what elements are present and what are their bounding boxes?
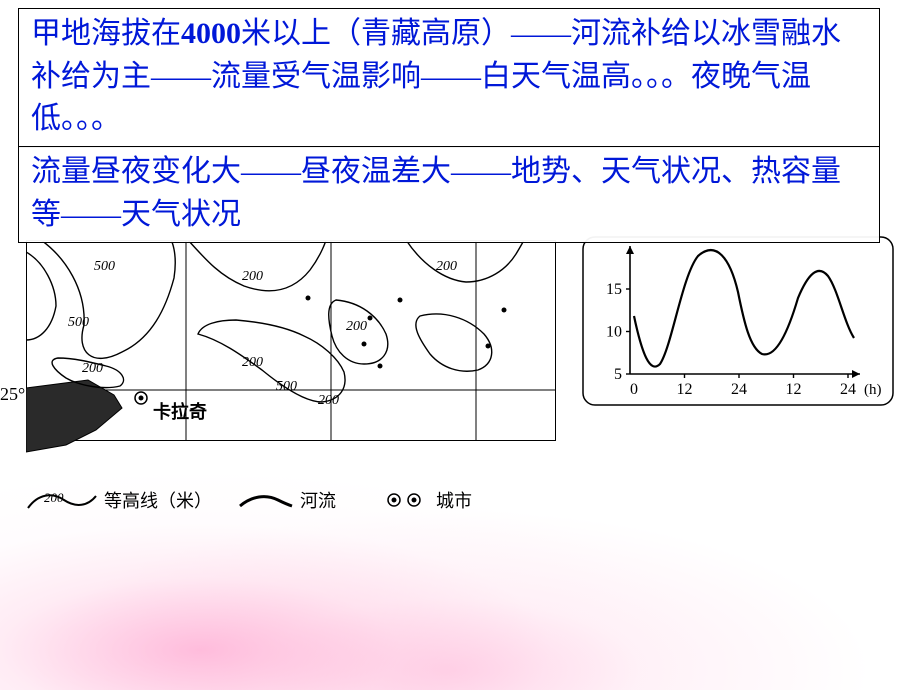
svg-text:12: 12 xyxy=(677,381,693,398)
legend-contour-label: 等高线（米） xyxy=(104,487,212,513)
map-svg: 500 500 200 200 200 500 200 200 200 卡拉奇 xyxy=(26,240,556,480)
map-legend: 200 等高线（米） 河流 城市 xyxy=(26,478,472,522)
svg-text:200: 200 xyxy=(242,269,263,284)
svg-text:5: 5 xyxy=(614,366,622,383)
svg-text:200: 200 xyxy=(436,259,457,274)
legend-city: 城市 xyxy=(384,487,472,513)
legend-river-label: 河流 xyxy=(300,487,336,513)
svg-text:10: 10 xyxy=(606,324,622,341)
svg-text:200: 200 xyxy=(318,393,339,408)
legend-city-label: 城市 xyxy=(436,487,472,513)
legend-contour: 200 等高线（米） xyxy=(26,487,212,513)
textbox-reasoning-1: 甲地海拔在4000米以上（青藏高原）——河流补给以冰雪融水补给为主——流量受气温… xyxy=(18,8,880,148)
contour-map: 500 500 200 200 200 500 200 200 200 卡拉奇 xyxy=(26,240,556,480)
svg-text:200: 200 xyxy=(242,355,263,370)
tb1-part1: 4000 xyxy=(181,17,241,50)
textbox-reasoning-2: 流量昼夜变化大——昼夜温差大——地势、天气状况、热容量等——天气状况 xyxy=(18,146,880,243)
svg-text:15: 15 xyxy=(606,281,622,298)
flow-chart: 5 10 15 0 12 24 12 24 (h) xyxy=(582,236,894,406)
svg-text:24: 24 xyxy=(840,381,856,398)
svg-text:500: 500 xyxy=(94,259,115,274)
svg-text:24: 24 xyxy=(731,381,747,398)
svg-text:12: 12 xyxy=(786,381,802,398)
chart-svg: 5 10 15 0 12 24 12 24 (h) xyxy=(582,236,894,406)
tb2-text: 流量昼夜变化大——昼夜温差大——地势、天气状况、热容量等——天气状况 xyxy=(31,155,841,231)
legend-river: 河流 xyxy=(238,487,336,513)
legend-contour-value: 200 xyxy=(44,490,64,505)
svg-text:200: 200 xyxy=(346,319,367,334)
svg-text:500: 500 xyxy=(276,379,297,394)
svg-text:500: 500 xyxy=(68,315,89,330)
svg-text:卡拉奇: 卡拉奇 xyxy=(153,401,207,422)
svg-text:0: 0 xyxy=(630,381,638,398)
latitude-label: 25° xyxy=(0,384,25,405)
svg-text:200: 200 xyxy=(82,361,103,376)
svg-text:(h): (h) xyxy=(864,382,882,398)
tb1-part0: 甲地海拔在 xyxy=(31,17,181,50)
